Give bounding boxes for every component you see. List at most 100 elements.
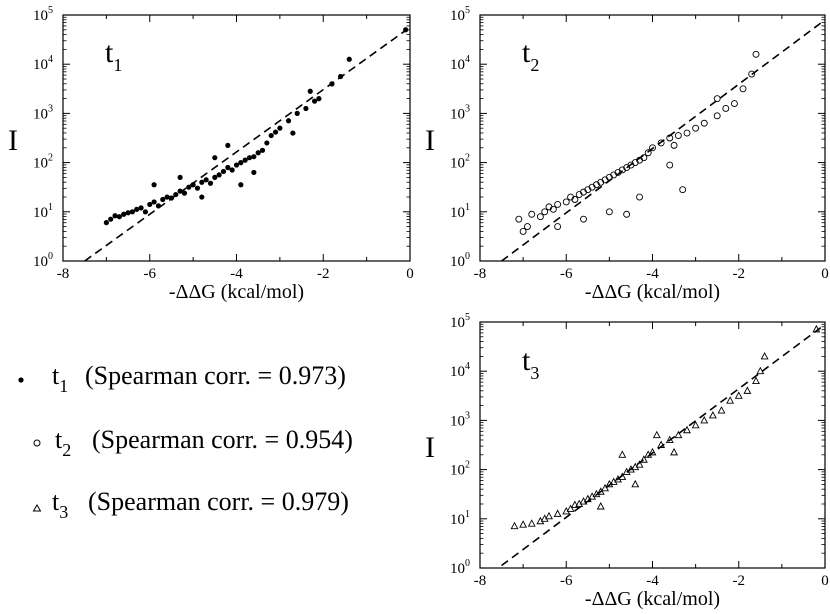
panel-label: t3 bbox=[522, 344, 539, 383]
x-tick-label: -4 bbox=[646, 573, 659, 589]
data-point bbox=[527, 519, 536, 527]
fit-line bbox=[84, 26, 411, 262]
x-axis-label: -ΔΔG (kcal/mol) bbox=[169, 281, 304, 303]
data-point bbox=[259, 147, 266, 153]
svg-text:t2: t2 bbox=[55, 425, 71, 460]
data-point bbox=[679, 186, 687, 194]
data-point bbox=[194, 185, 201, 191]
y-axis-label: I bbox=[425, 124, 435, 157]
data-point bbox=[536, 213, 544, 221]
data-point bbox=[760, 351, 769, 360]
data-point bbox=[571, 196, 579, 203]
data-point bbox=[756, 366, 765, 375]
data-point bbox=[657, 440, 666, 448]
data-point bbox=[307, 88, 313, 94]
x-tick-label: -2 bbox=[733, 573, 746, 589]
data-point bbox=[190, 182, 196, 188]
data-point bbox=[566, 504, 575, 512]
data-point bbox=[147, 201, 153, 208]
data-point bbox=[734, 391, 743, 399]
data-point bbox=[121, 211, 127, 217]
data-point bbox=[541, 208, 549, 216]
data-point bbox=[623, 210, 631, 218]
x-tick-label: -8 bbox=[474, 573, 487, 589]
x-tick-label: -4 bbox=[646, 266, 659, 282]
data-point bbox=[142, 209, 149, 215]
data-point bbox=[554, 223, 562, 231]
data-point bbox=[636, 193, 644, 201]
data-point bbox=[739, 85, 747, 93]
legend-label-sub: 3 bbox=[59, 502, 68, 522]
data-point bbox=[717, 406, 726, 414]
data-point bbox=[160, 196, 166, 203]
legend-label-base: t bbox=[52, 487, 60, 516]
legend-item-t2: t2 (Spearman corr. = 0.954) bbox=[33, 425, 353, 460]
data-point bbox=[515, 215, 523, 223]
data-point bbox=[692, 124, 700, 132]
legend-marker-open-triangle bbox=[32, 504, 42, 512]
data-point bbox=[264, 140, 270, 146]
data-point bbox=[238, 160, 244, 166]
y-tick-label: 104 bbox=[450, 361, 470, 380]
data-point bbox=[212, 174, 218, 180]
data-point bbox=[519, 520, 528, 528]
data-point bbox=[229, 167, 235, 173]
data-point bbox=[285, 118, 292, 124]
data-point bbox=[666, 161, 674, 169]
data-point bbox=[134, 206, 140, 212]
data-point bbox=[708, 411, 717, 419]
data-point bbox=[168, 195, 175, 201]
data-point bbox=[691, 420, 700, 429]
data-point bbox=[203, 177, 209, 183]
data-point bbox=[618, 472, 627, 480]
legend-label-sub: 2 bbox=[62, 440, 71, 460]
data-point bbox=[268, 132, 274, 139]
x-tick-label: -2 bbox=[733, 266, 746, 282]
panel-label: t1 bbox=[105, 36, 122, 75]
data-point bbox=[294, 110, 300, 116]
y-tick-label: 102 bbox=[33, 153, 53, 172]
data-point bbox=[246, 155, 253, 161]
legend-label-base: t bbox=[55, 425, 63, 454]
y-tick-label: 105 bbox=[450, 312, 470, 331]
plot-frame bbox=[479, 14, 826, 262]
data-point bbox=[644, 149, 652, 157]
data-point bbox=[173, 191, 179, 198]
data-point bbox=[290, 130, 296, 136]
x-tick-label: 0 bbox=[821, 266, 829, 282]
y-tick-label: 103 bbox=[450, 410, 470, 429]
y-tick-label: 104 bbox=[33, 54, 53, 73]
data-point bbox=[670, 141, 678, 149]
data-point bbox=[523, 223, 531, 231]
data-point bbox=[812, 324, 821, 333]
data-point bbox=[639, 455, 648, 463]
data-point bbox=[519, 228, 527, 235]
data-point bbox=[233, 162, 240, 168]
y-tick-label: 103 bbox=[450, 103, 470, 122]
data-point bbox=[181, 190, 188, 196]
legend-text: (Spearman corr. = 0.954) bbox=[92, 425, 353, 454]
data-point bbox=[640, 154, 648, 162]
legend: t1 (Spearman corr. = 0.973) t2 (Spearman… bbox=[18, 361, 353, 522]
data-point bbox=[554, 200, 562, 208]
data-point bbox=[596, 502, 605, 510]
data-point bbox=[108, 216, 114, 222]
data-point bbox=[177, 188, 183, 194]
data-point bbox=[138, 205, 144, 211]
data-point bbox=[580, 215, 587, 223]
data-point bbox=[125, 210, 131, 216]
data-point bbox=[403, 27, 409, 33]
data-point bbox=[713, 112, 721, 120]
y-axis-label: I bbox=[425, 431, 435, 464]
data-point bbox=[255, 150, 261, 156]
data-point bbox=[220, 168, 227, 175]
y-tick-label: 100 bbox=[450, 251, 470, 270]
data-point bbox=[700, 415, 709, 424]
data-point bbox=[242, 157, 248, 163]
legend-label-sub: 1 bbox=[59, 376, 68, 396]
data-point bbox=[272, 129, 279, 135]
data-point bbox=[303, 105, 309, 112]
data-point bbox=[528, 210, 536, 218]
y-tick-label: 101 bbox=[450, 202, 470, 221]
data-point bbox=[225, 142, 231, 148]
